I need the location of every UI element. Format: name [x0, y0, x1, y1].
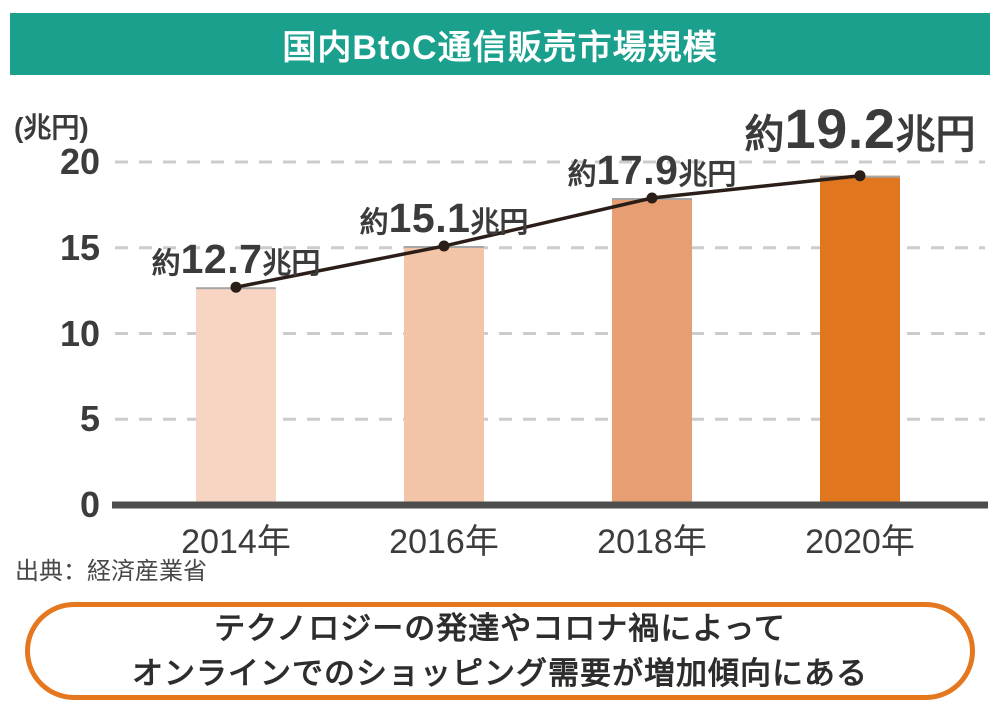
bar-2014年	[196, 287, 276, 505]
x-label-2016年: 2016年	[389, 523, 499, 561]
value-unit-text: 兆円	[678, 159, 737, 191]
y-tick-label-5: 5	[79, 398, 100, 440]
y-tick-label-15: 15	[59, 226, 100, 268]
data-point-2014年	[230, 281, 242, 293]
value-unit-text: 兆円	[470, 207, 529, 240]
value-label-2020年: 約 19.2 兆円	[745, 98, 976, 160]
x-label-2020年: 2020年	[805, 523, 915, 561]
y-tick-label-10: 10	[59, 312, 100, 354]
value-unit-text: 兆円	[895, 112, 976, 157]
value-unit-text: 約	[151, 248, 181, 281]
value-label-2016年: 約 15.1 兆円	[359, 195, 529, 242]
y-tick-label-20: 20	[59, 141, 100, 182]
callout-box: テクノロジーの発達やコロナ禍によって オンラインでのショッピング需要が増加傾向に…	[25, 602, 975, 700]
bar-2020年	[820, 175, 900, 505]
value-unit-text: 約	[744, 112, 785, 157]
value-label-2018年: 約 17.9 兆円	[567, 147, 737, 193]
trend-line	[235, 173, 861, 289]
x-label-2014年: 2014年	[181, 523, 291, 561]
value-number: 15.1	[388, 195, 471, 242]
value-unit-text: 約	[359, 207, 389, 240]
value-number: 17.9	[596, 147, 679, 193]
page-title: 国内BtoC通信販売市場規模	[282, 28, 718, 67]
data-point-2016年	[438, 240, 450, 252]
value-label-2014年: 約 12.7 兆円	[152, 237, 321, 282]
callout-text-line: オンラインでのショッピング需要が増加傾向にある	[132, 656, 868, 691]
bar-2018年	[612, 198, 692, 505]
value-number: 19.2	[784, 96, 896, 160]
bar-2016年	[404, 246, 484, 505]
source-note: 出典：経済産業省	[15, 558, 207, 585]
value-unit-text: 兆円	[262, 248, 321, 281]
y-axis-unit-label: (兆円)	[14, 112, 89, 143]
x-label-2018年: 2018年	[597, 523, 707, 561]
y-tick-label-0: 0	[79, 484, 100, 525]
callout-text-line: テクノロジーの発達やコロナ禍によって	[214, 611, 786, 646]
value-unit-text: 約	[567, 159, 597, 191]
chart-title-banner: 国内BtoC通信販売市場規模	[10, 13, 990, 75]
value-number: 12.7	[180, 236, 263, 283]
data-point-2020年	[854, 170, 866, 182]
data-point-2018年	[646, 192, 658, 204]
